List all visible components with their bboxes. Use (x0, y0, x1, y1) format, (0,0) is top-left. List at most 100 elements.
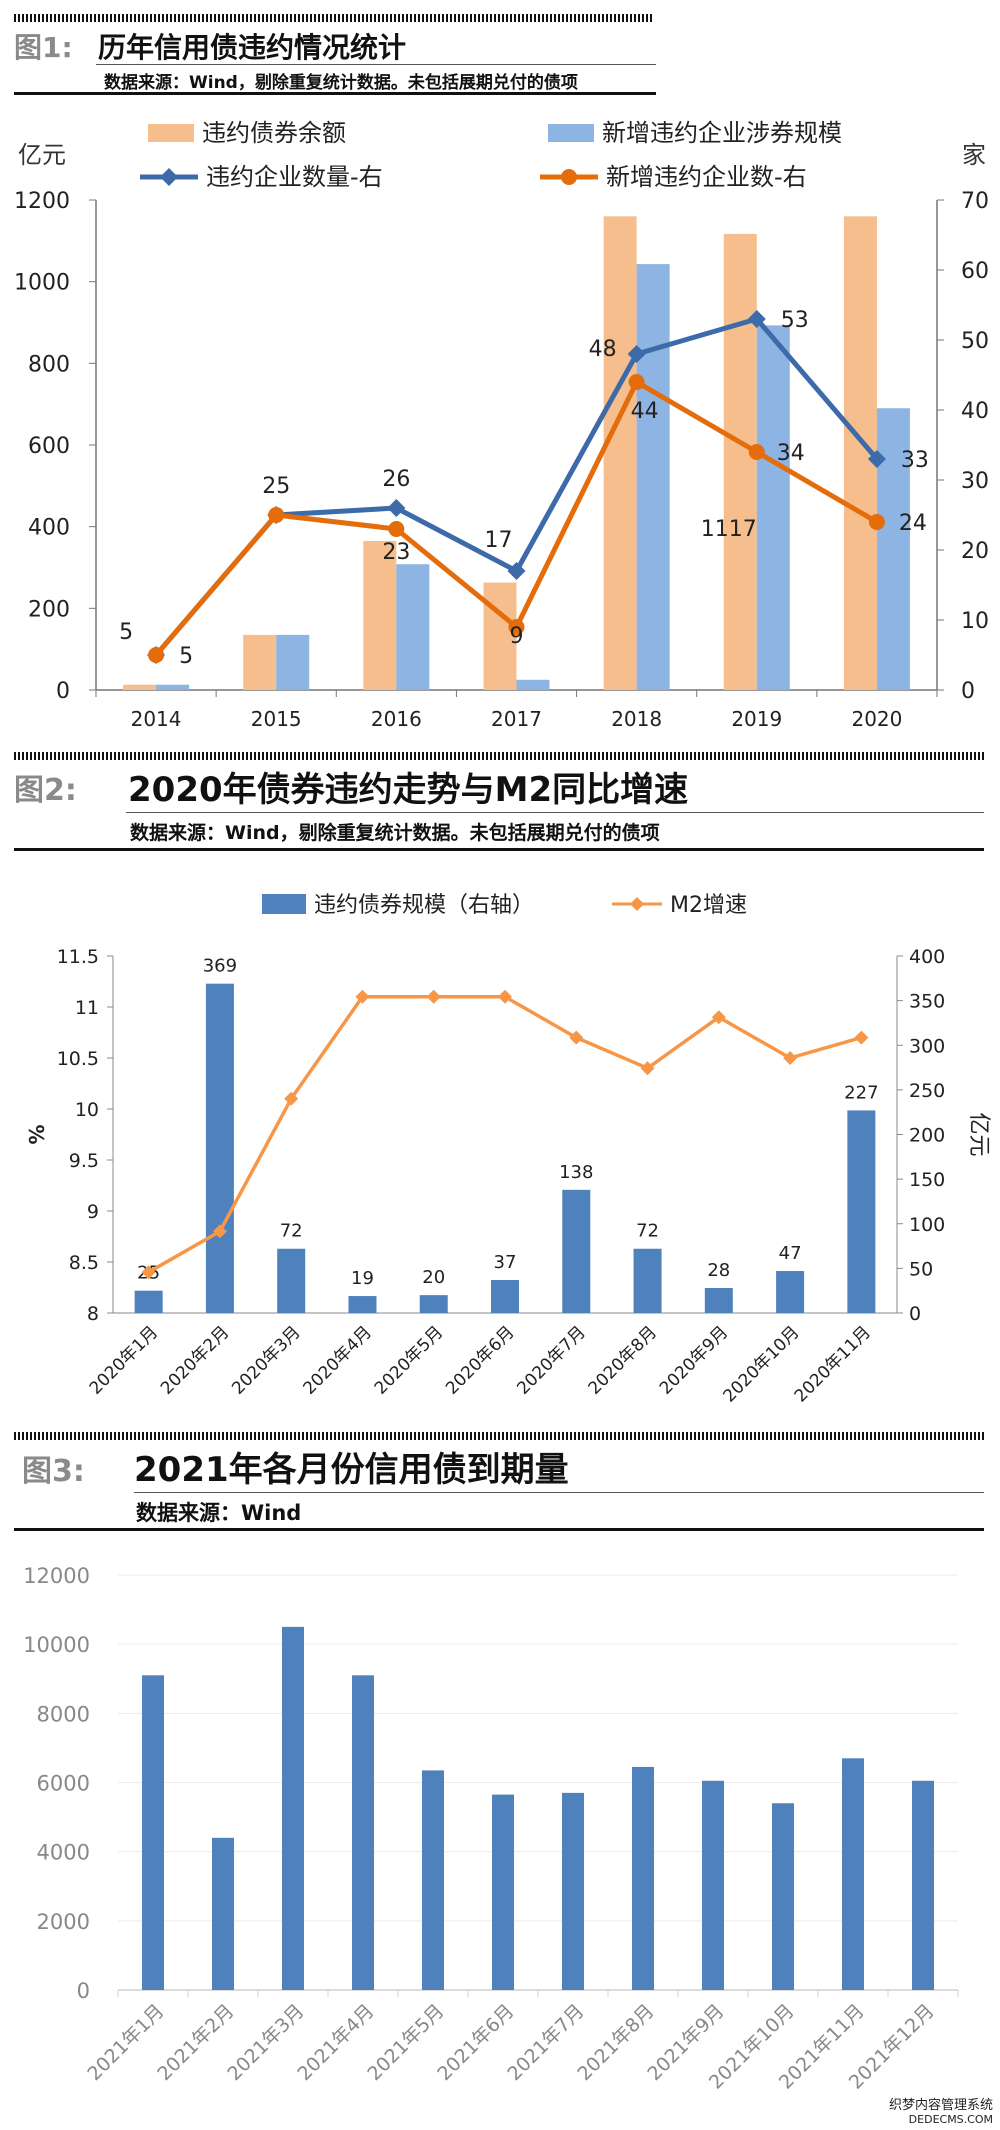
bar-default-balance (123, 684, 157, 690)
bar-maturity-volume (492, 1794, 514, 1990)
point-marker (212, 1224, 227, 1239)
data-label: 44 (631, 399, 659, 424)
y-tick-label-right: 100 (909, 1214, 945, 1236)
y-tick-label-right: 150 (909, 1169, 945, 1191)
y-tick-label-left: 11.5 (57, 946, 99, 968)
bar-data-label: 28 (707, 1260, 730, 1281)
y-tick-label-left: 8 (87, 1303, 99, 1325)
legend-label: 新增违约企业涉券规模 (602, 119, 842, 147)
point-marker (268, 507, 285, 523)
y-tick-label-right: 300 (909, 1035, 945, 1057)
bar-default-balance (723, 233, 757, 690)
x-tick-label: 2018 (611, 707, 662, 731)
point-marker (148, 647, 165, 663)
bar-default-scale (348, 1296, 377, 1313)
bar-new-default-scale (876, 408, 910, 690)
y-tick-label: 0 (77, 1979, 90, 2003)
data-label: 5 (119, 620, 133, 645)
legend-marker (160, 168, 178, 186)
y-tick-label-left: 800 (28, 352, 70, 377)
figure-2: 图2: 2020年债券违约走势与M2同比增速 数据来源：Wind，剔除重复统计数… (14, 752, 991, 1406)
chart-2: 违约债券规模（右轴） M2增速 8 8.5 9 9.5 10 10.5 11 11.5 0 50 100… (25, 893, 991, 1406)
bar-maturity-volume (702, 1780, 724, 1990)
source-rule (14, 1528, 984, 1531)
point-marker (141, 1265, 156, 1280)
bar-data-label: 72 (280, 1221, 303, 1242)
legend-label: 新增违约企业数-右 (606, 163, 807, 191)
y-tick-label: 12000 (23, 1564, 90, 1588)
point-marker (284, 1091, 299, 1106)
dotted-rule (14, 1432, 984, 1440)
y-axis-label-left: % (25, 1124, 49, 1144)
bar-default-scale (277, 1248, 306, 1313)
legend-label: 违约债券余额 (202, 119, 346, 147)
bar-maturity-volume (912, 1780, 934, 1990)
y-tick-label-right: 10 (961, 609, 989, 634)
bar-data-label: 47 (779, 1243, 802, 1264)
bar-maturity-volume (282, 1626, 304, 1990)
dotted-rule (14, 752, 984, 760)
data-label: 26 (382, 467, 410, 492)
bar-maturity-volume (842, 1758, 864, 1990)
point-marker (628, 374, 645, 390)
point-marker (627, 345, 646, 363)
y-tick-label: 4000 (37, 1841, 90, 1865)
y-tick-label-right: 400 (909, 946, 945, 968)
y-tick-label-left: 8.5 (69, 1252, 99, 1274)
data-source: 数据来源：Wind，剔除重复统计数据。未包括展期兑付的债项 (130, 822, 660, 844)
bar-maturity-volume (422, 1770, 444, 1990)
data-source: 数据来源：Wind (136, 1501, 302, 1525)
bar-default-scale (491, 1279, 519, 1313)
point-marker (867, 450, 886, 468)
y-axis-unit-right: 家 (962, 141, 986, 169)
y-tick-label-right: 0 (909, 1303, 921, 1325)
bar-default-balance (483, 582, 517, 690)
data-label: 25 (262, 474, 290, 499)
y-tick-label-right: 250 (909, 1080, 945, 1102)
y-tick-label-right: 350 (909, 991, 945, 1013)
bar-data-label: 138 (559, 1162, 593, 1183)
legend-label: 违约企业数量-右 (206, 163, 383, 191)
y-tick-label-right: 30 (961, 469, 989, 494)
bar-maturity-volume (142, 1675, 164, 1990)
bar-default-scale (562, 1189, 591, 1313)
x-tick-label: 2014 (131, 707, 182, 731)
bar-data-label: 37 (494, 1252, 517, 1273)
point-marker (355, 989, 370, 1004)
legend-swatch (548, 124, 594, 142)
bar-maturity-volume (212, 1837, 234, 1990)
y-tick-label-right: 20 (961, 539, 989, 564)
bar-default-balance (243, 634, 277, 690)
figure-1: 图1: 历年信用债违约情况统计 数据来源：Wind，剔除重复统计数据。未包括展期… (0, 0, 1000, 760)
bar-default-scale (847, 1110, 876, 1313)
legend-marker (561, 169, 577, 185)
y-tick-label-right: 50 (961, 329, 989, 354)
point-marker (426, 989, 441, 1004)
data-label: 24 (899, 511, 927, 536)
x-tick-label: 2015 (251, 707, 302, 731)
y-tick-label-right: 50 (909, 1258, 933, 1280)
point-marker (854, 1030, 869, 1045)
bar-data-label: 72 (636, 1221, 659, 1242)
bar-maturity-volume (562, 1792, 584, 1990)
legend-label: M2增速 (670, 893, 747, 918)
point-marker (498, 989, 512, 1004)
point-marker (747, 310, 766, 328)
data-label: 33 (901, 448, 929, 473)
x-tick-label: 2019 (731, 707, 782, 731)
bar-new-default-scale (636, 264, 670, 690)
y-axis-unit-left: 亿元 (18, 141, 66, 169)
y-tick-label: 8000 (37, 1702, 90, 1726)
bar-default-balance (363, 540, 397, 690)
data-label: 9 (510, 624, 524, 649)
y-tick-label-left: 9.5 (69, 1150, 99, 1172)
y-tick-label-left: 10 (75, 1099, 99, 1121)
y-tick-label-right: 200 (909, 1125, 945, 1147)
x-tick-label: 2017 (491, 707, 542, 731)
bar-default-scale (633, 1248, 662, 1313)
data-label: 34 (777, 441, 805, 466)
y-tick-label-left: 10.5 (57, 1048, 99, 1070)
dotted-rule (14, 14, 654, 22)
